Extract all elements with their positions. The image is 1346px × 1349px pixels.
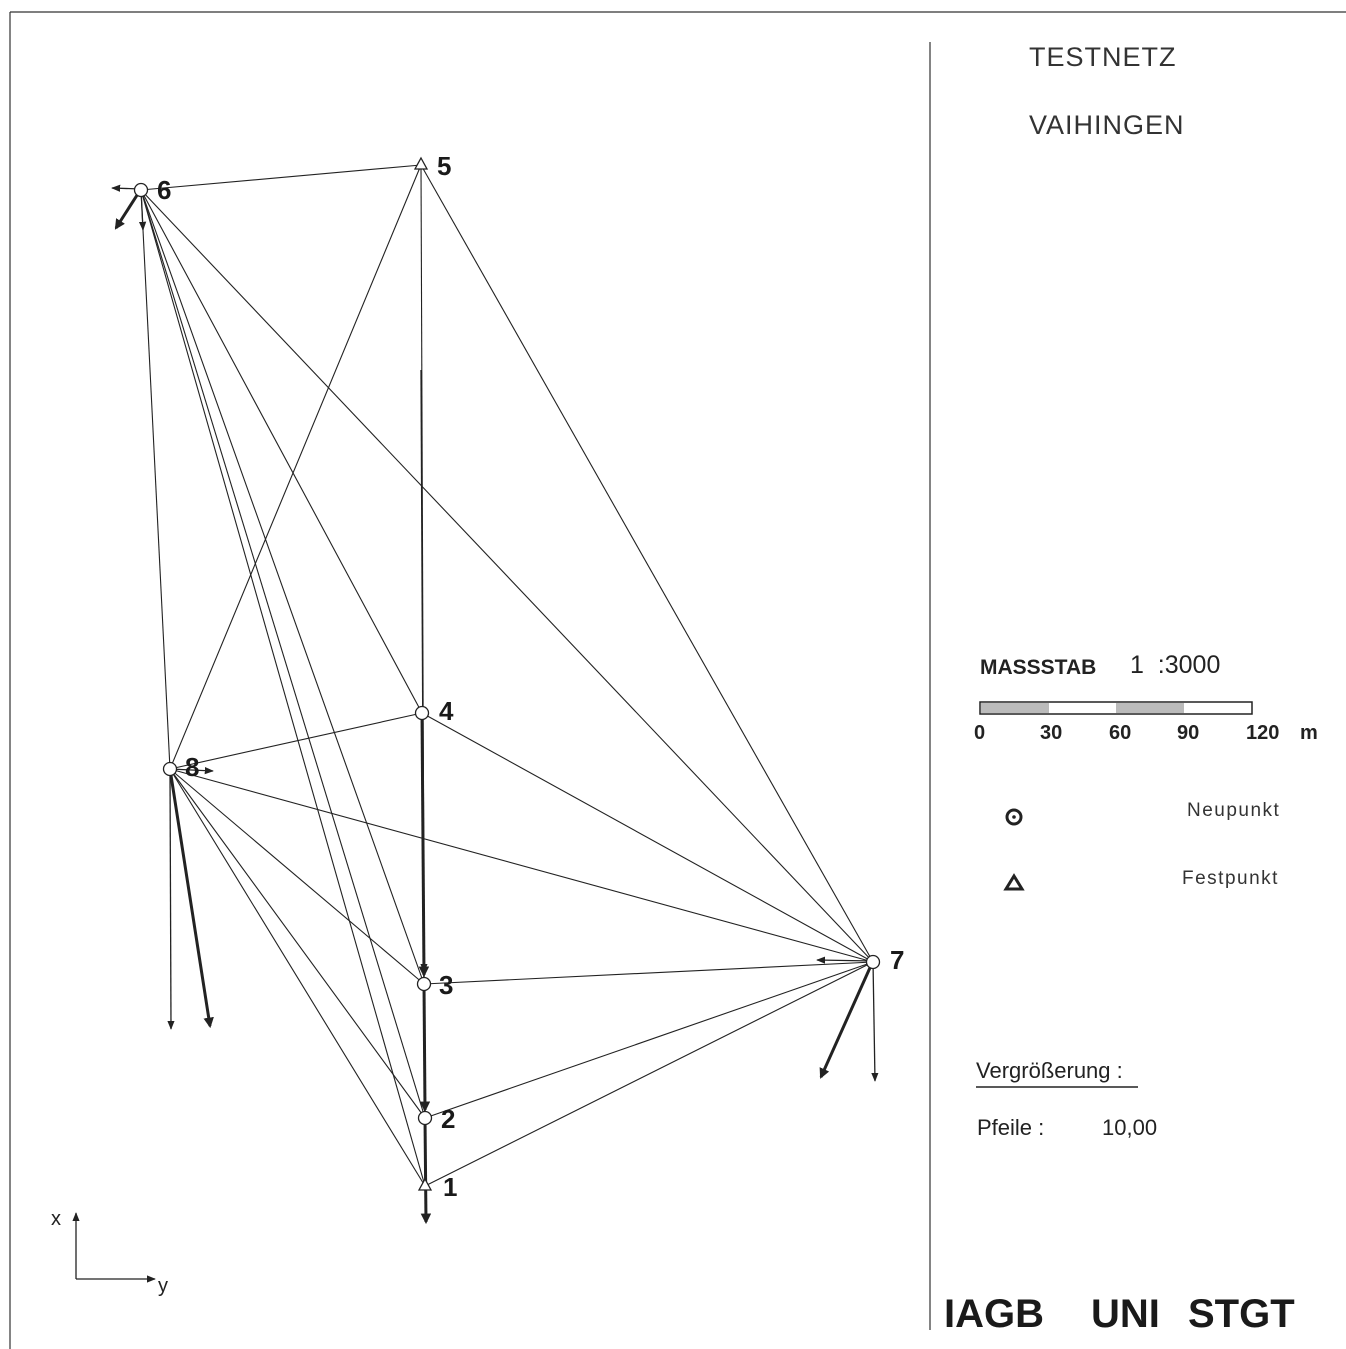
neupunkt-marker-8 — [162, 761, 178, 777]
point-label-4: 4 — [439, 696, 454, 726]
connection-8-2 — [169, 768, 426, 1119]
connection-8-7 — [169, 768, 874, 963]
footer-institute: IAGB — [944, 1292, 1044, 1336]
y-axis-label: y — [158, 1275, 168, 1297]
x-axis-label: x — [51, 1208, 61, 1230]
connection-6-5 — [140, 164, 422, 191]
scale-bar-segment-1 — [981, 703, 1049, 713]
connection-2-7 — [424, 961, 874, 1119]
magnification-info: Vergrößerung : Pfeile : 10,00 — [976, 1058, 1157, 1140]
connection-5-7 — [420, 164, 874, 963]
connection-1-7 — [424, 961, 874, 1187]
network-connections — [140, 164, 874, 1187]
connection-6-1 — [140, 189, 426, 1187]
arrows-value: 10,00 — [1102, 1115, 1157, 1140]
legend-festpunkt: Festpunkt — [1182, 868, 1279, 889]
scale-bar-segment-3 — [1116, 703, 1184, 713]
magnification-heading: Vergrößerung : — [976, 1058, 1123, 1083]
point-label-8: 8 — [185, 752, 199, 782]
point-label-6: 6 — [157, 175, 171, 205]
connection-4-7 — [421, 712, 874, 963]
neupunkt-marker-4 — [414, 705, 430, 721]
arrow-2-resultant — [420, 1117, 432, 1225]
legend-neupunkt: Neupunkt — [1187, 800, 1280, 821]
error-arrows — [111, 184, 879, 1225]
title-line-2: VAIHINGEN — [1029, 110, 1185, 140]
neupunkt-marker-2 — [417, 1110, 433, 1126]
connection-4-8 — [169, 712, 423, 770]
scale-tick-120: 120 — [1246, 722, 1279, 744]
footer-city: STGT — [1188, 1292, 1295, 1336]
scale-tick-0: 0 — [974, 722, 985, 744]
connection-8-1 — [169, 768, 426, 1187]
connection-6-7 — [140, 189, 874, 963]
neupunkt-marker-3 — [416, 976, 432, 992]
arrows-label: Pfeile : — [977, 1115, 1044, 1140]
arrow-7-resultant — [819, 960, 875, 1079]
arrow-4-x — [420, 369, 428, 973]
connection-5-8 — [169, 164, 422, 770]
connection-6-2 — [140, 189, 426, 1119]
arrow-8-x — [167, 768, 175, 1030]
scale-tick-90: 90 — [1177, 722, 1199, 744]
connection-6-3 — [140, 189, 425, 985]
arrow-7-y — [816, 956, 874, 964]
scale-label: MASSSTAB — [980, 656, 1096, 679]
point-label-2: 2 — [441, 1104, 455, 1134]
scale-tick-30: 30 — [1040, 722, 1062, 744]
arrow-3-resultant — [419, 983, 431, 1113]
footer: IAGB UNI STGT — [944, 1292, 1295, 1336]
title-line-1: TESTNETZ — [1029, 42, 1177, 72]
festpunkt-marker-1 — [417, 1177, 433, 1191]
festpunkt-symbol-icon — [1003, 873, 1025, 891]
legend: Neupunkt Festpunkt — [1003, 800, 1280, 891]
network-points: 1 2 3 4 5 6 7 8 — [133, 151, 904, 1202]
coordinate-axes: x y — [51, 1208, 168, 1297]
connection-3-7 — [423, 961, 874, 985]
arrow-8-resultant — [168, 768, 214, 1029]
point-label-5: 5 — [437, 151, 451, 181]
scale-bar: MASSSTAB 1 :3000 0 30 60 90 120 m — [974, 651, 1318, 744]
neupunkt-marker-7 — [865, 954, 881, 970]
scale-ratio: 1 :3000 — [1130, 651, 1220, 679]
arrow-8-y — [169, 766, 214, 775]
connection-8-3 — [169, 768, 425, 985]
festpunkt-marker-5 — [413, 156, 429, 170]
footer-university: UNI — [1091, 1292, 1160, 1336]
point-label-1: 1 — [443, 1172, 457, 1202]
point-label-7: 7 — [890, 945, 904, 975]
scale-tick-60: 60 — [1109, 722, 1131, 744]
point-label-3: 3 — [439, 970, 453, 1000]
neupunkt-marker-6 — [133, 182, 149, 198]
arrow-7-x — [871, 960, 879, 1082]
scale-unit: m — [1300, 722, 1318, 744]
connection-6-8 — [140, 189, 171, 770]
connection-6-4 — [140, 189, 423, 714]
